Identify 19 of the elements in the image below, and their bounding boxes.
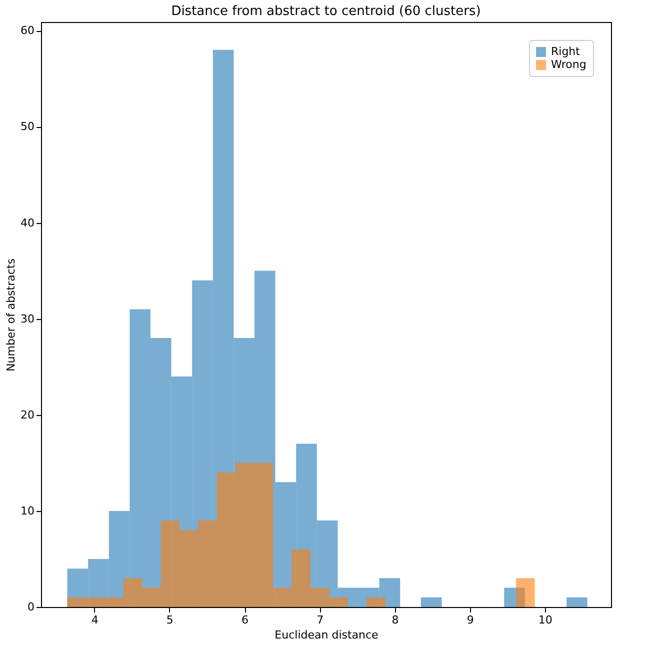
legend-label: Right [551,45,581,58]
x-tick-label: 6 [242,614,249,626]
y-axis-title: Number of abstracts [4,258,18,372]
y-tick-label: 50 [20,120,34,134]
x-tick-label: 9 [466,614,474,626]
y-tick-label: 60 [20,24,34,38]
x-tick-label: 4 [91,614,98,626]
x-tick-label: 5 [166,614,174,626]
y-tick-label: 0 [28,600,34,614]
legend-label: Wrong [551,58,586,71]
y-tick-label: 10 [20,504,34,518]
y-tick-label: 40 [20,216,34,230]
x-axis-title: Euclidean distance [274,628,379,642]
x-tick-label: 7 [316,614,324,626]
x-tick-label: 8 [392,614,399,626]
x-tick-label: 10 [538,614,552,626]
chart-title: Distance from abstract to centroid (60 clusters) [171,4,481,19]
y-tick-label: 30 [20,312,34,326]
y-tick-label: 20 [20,408,34,422]
